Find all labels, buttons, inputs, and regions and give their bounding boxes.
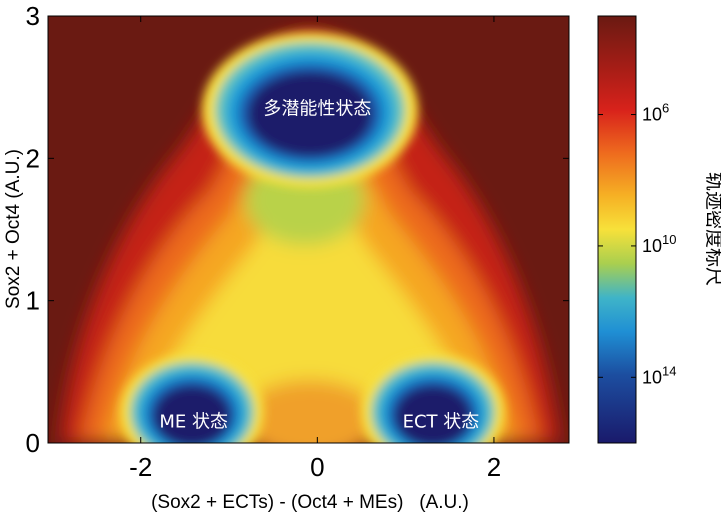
plot-frame [47,15,570,444]
y-tick-label: 1 [26,286,40,316]
x-tick-label: 0 [310,452,324,482]
colorbar-gradient [597,15,637,444]
state-annotations: 多潜能性状态 ME 状态 ECT 状态 [159,99,479,433]
y-axis-label: Sox2 + Oct4 (A.U.) [3,149,24,309]
colorbar-tick-label: 1010 [642,232,677,256]
colorbar: 106 1010 1014 轨迹密度标尺 [597,15,721,444]
x-tick-label: -2 [129,452,152,482]
colorbar-ticks: 106 1010 1014 [598,101,677,387]
x-axis: -2 0 2 [129,16,501,482]
x-tick-label: 2 [487,452,501,482]
state-label: ME 状态 [159,412,228,433]
colorbar-tick-label: 1014 [642,363,677,387]
y-axis: 0 1 2 3 [26,1,569,458]
heatmap [48,16,569,443]
colorbar-tick-label: 106 [642,101,669,125]
state-label: ECT 状态 [403,412,480,433]
colorbar-label: 轨迹密度标尺 [703,172,721,286]
y-tick-label: 2 [26,143,40,173]
x-axis-label: (Sox2 + ECTs) - (Oct4 + MEs) (A.U.) [151,492,469,513]
y-tick-label: 0 [26,428,40,458]
state-label: 多潜能性状态 [263,99,371,120]
y-tick-label: 3 [26,1,40,31]
